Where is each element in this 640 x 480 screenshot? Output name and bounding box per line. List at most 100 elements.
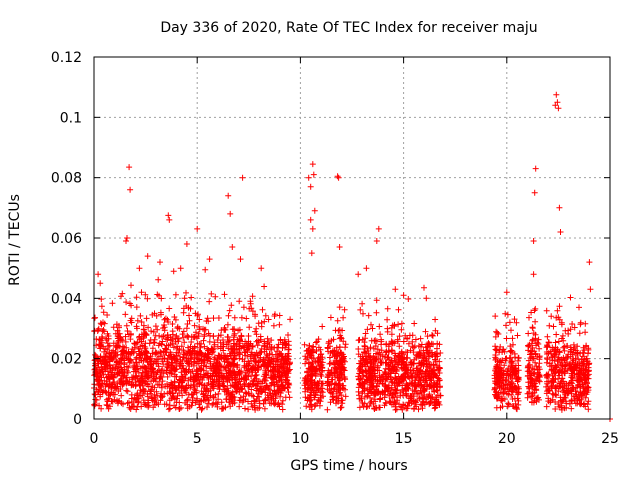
data-point [240,304,247,311]
data-point [228,302,235,309]
data-point [335,327,342,334]
data-point [410,349,417,356]
data-point [200,397,207,404]
data-point [301,382,308,389]
data-point [336,344,343,350]
data-point [201,333,208,340]
axis-ticks: 0 0.02 0.04 0.06 0.08 0.1 0.12 0 5 10 15 20 25 [51,50,619,447]
data-point [168,370,175,377]
data-point [227,403,234,410]
data-point [392,375,399,382]
data-point [310,349,316,356]
data-point [314,338,321,345]
data-point [220,337,226,343]
data-point [180,384,187,391]
y-tick-label: 0.04 [51,291,82,307]
data-point [143,402,150,409]
data-point [303,378,310,385]
data-point [552,369,559,376]
data-point [276,377,283,384]
data-point [252,311,258,318]
data-point [529,324,536,331]
data-point [532,305,539,312]
data-point [136,345,143,352]
data-point [277,393,284,400]
data-point [324,371,331,378]
data-point [261,318,268,325]
data-point [334,366,340,373]
data-point [141,388,148,394]
data-point [157,353,163,360]
data-point [242,405,248,412]
data-point [510,341,516,348]
data-point [341,376,348,382]
data-point [552,376,559,383]
data-point [585,398,592,405]
data-point [253,371,260,378]
data-point [574,397,581,403]
data-point [334,317,341,324]
data-point [309,366,316,373]
data-point [257,333,264,340]
data-point [396,333,403,340]
data-point [126,404,133,411]
data-point [423,360,430,367]
data-point [279,397,286,404]
data-point [333,350,340,357]
data-point [160,348,167,355]
data-point [315,336,322,343]
data-point [126,164,133,171]
data-point [548,379,555,386]
data-point [403,368,410,374]
y-tick-label: 0.1 [60,110,82,126]
data-point [109,381,116,388]
data-point [387,376,394,383]
data-point [361,349,368,356]
data-point [382,391,389,398]
data-points [91,91,613,422]
data-point [208,290,215,297]
data-point [526,370,533,377]
data-point [408,370,415,377]
data-point [342,344,349,351]
data-point [359,399,366,406]
data-point [309,360,316,366]
data-point [555,338,562,345]
data-point [496,383,503,390]
data-point [383,340,390,347]
data-point [220,347,227,354]
data-point [532,165,539,172]
data-point [113,385,120,392]
data-point [379,373,386,380]
data-point [103,351,110,357]
data-point [140,397,147,404]
data-point [329,376,336,383]
data-point [229,345,236,352]
data-point [119,290,126,297]
data-point [318,380,325,387]
data-point [515,355,522,361]
data-point [257,383,264,390]
data-point [313,348,320,354]
data-point [98,296,105,303]
data-point [168,362,175,369]
data-point [307,353,314,359]
data-point [184,401,191,408]
data-point [252,328,259,335]
data-point [372,376,379,383]
data-point [106,361,113,368]
data-point [91,391,98,398]
data-point [514,376,521,382]
data-point [239,385,246,392]
data-point [364,326,371,333]
data-point [223,375,230,382]
data-point [201,353,208,360]
data-point [200,337,207,344]
data-point [388,338,395,345]
data-point [383,359,390,366]
data-point [585,346,592,353]
data-point [357,360,364,367]
data-point [178,360,185,367]
data-point [359,382,365,389]
data-point [336,335,343,342]
